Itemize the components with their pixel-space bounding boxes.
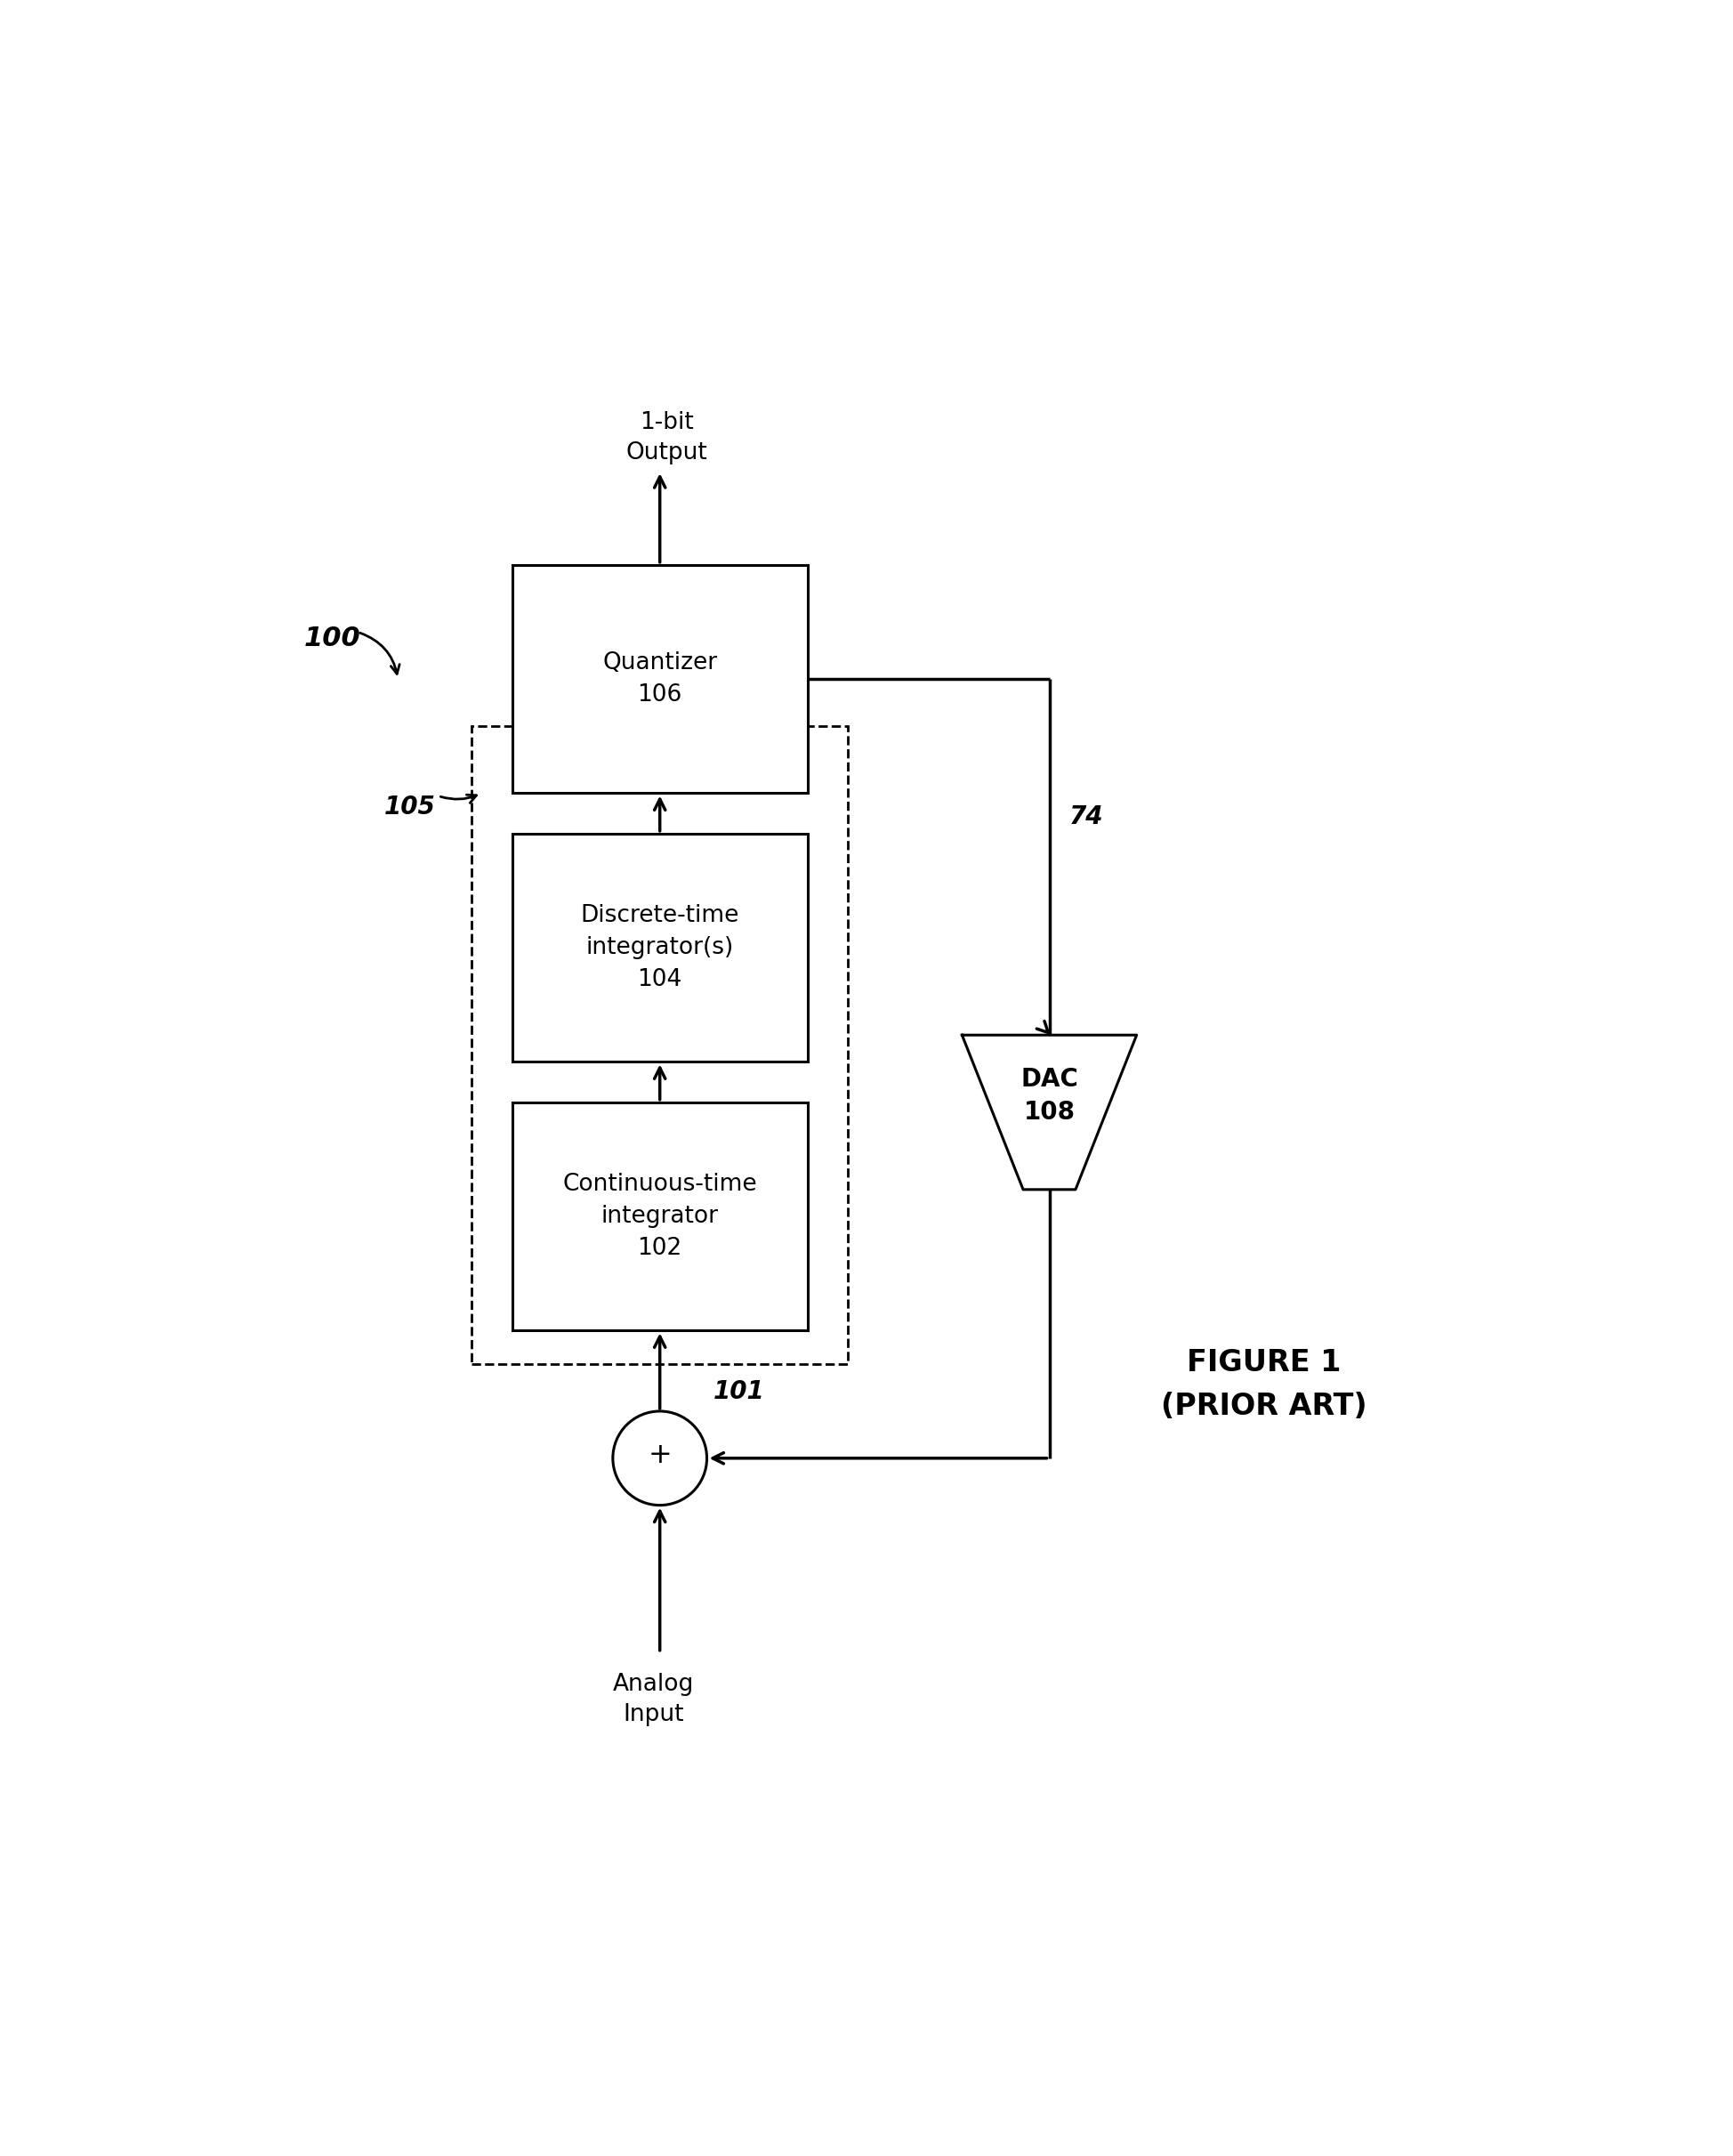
Text: Discrete-time
integrator(s)
104: Discrete-time integrator(s) 104: [581, 903, 740, 992]
Text: 100: 100: [303, 625, 360, 651]
Text: FIGURE 1
(PRIOR ART): FIGURE 1 (PRIOR ART): [1161, 1348, 1367, 1421]
Bar: [471, 727, 847, 1365]
Bar: [513, 565, 808, 793]
Text: Quantizer
106: Quantizer 106: [603, 651, 717, 707]
Text: 74: 74: [1069, 804, 1104, 830]
Bar: [513, 834, 808, 1063]
Text: 105: 105: [385, 793, 437, 819]
Text: 101: 101: [714, 1380, 764, 1404]
Text: +: +: [648, 1442, 672, 1468]
Polygon shape: [962, 1035, 1137, 1190]
Text: Analog
Input: Analog Input: [612, 1673, 693, 1727]
Text: 1-bit
Output: 1-bit Output: [626, 412, 707, 464]
Circle shape: [613, 1412, 707, 1505]
Text: DAC
108: DAC 108: [1021, 1067, 1078, 1123]
Text: Continuous-time
integrator
102: Continuous-time integrator 102: [563, 1173, 757, 1259]
Bar: [513, 1102, 808, 1330]
